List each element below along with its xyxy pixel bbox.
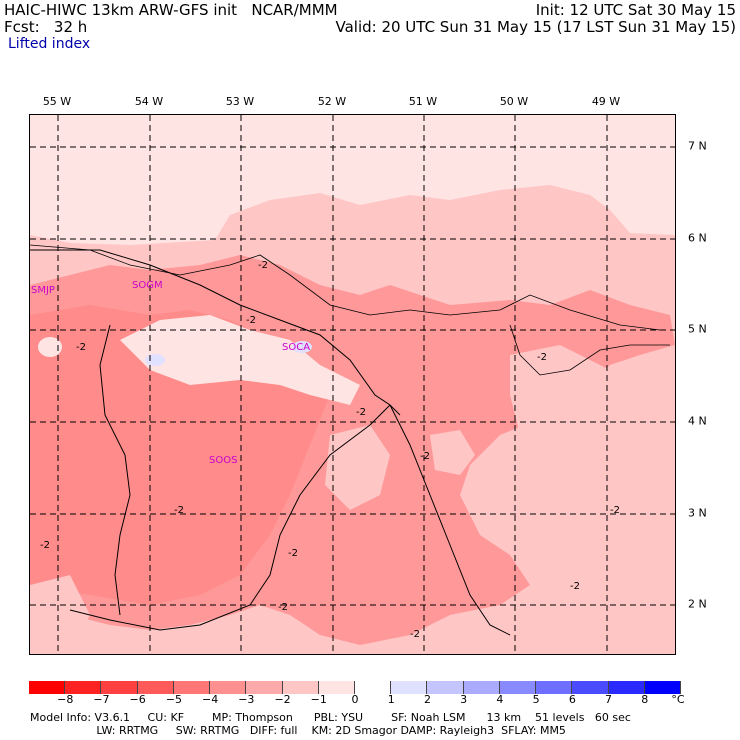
lon-label: 54 W	[134, 95, 164, 108]
colorbar-swatch	[427, 681, 464, 694]
lat-label: 3 N	[688, 506, 707, 520]
init-time: Init: 12 UTC Sat 30 May 15	[535, 1, 736, 19]
colorbar-swatch	[29, 681, 66, 694]
contour-label: -2	[278, 602, 288, 613]
lon-label: 53 W	[225, 95, 255, 108]
colorbar-swatch	[391, 681, 428, 694]
colorbar-label: 8	[641, 693, 649, 706]
lat-label: 7 N	[688, 139, 707, 153]
lon-label: 50 W	[499, 95, 529, 108]
shade-blue-2	[292, 341, 312, 353]
forecast-hour: Fcst: 32 h	[4, 18, 88, 36]
colorbar-swatch	[137, 681, 174, 694]
lat-label: 6 N	[688, 231, 707, 245]
station-soca: SOCA	[282, 342, 310, 353]
colorbar-unit: °C	[671, 693, 685, 706]
lat-label: 2 N	[688, 597, 707, 611]
contour-line	[29, 244, 661, 331]
contour-label: -2	[420, 451, 430, 462]
map-svg: SMJP SOGM SOCA SOOS -2 -2 -2 -2 -2 -2 -2…	[29, 115, 675, 654]
lon-label: 52 W	[317, 95, 347, 108]
contour-label: -2	[288, 548, 298, 559]
station-sogm: SOGM	[132, 280, 163, 291]
shade-light-west	[38, 337, 62, 357]
shade-se	[610, 595, 675, 654]
lon-label: 49 W	[591, 95, 621, 108]
colorbar-label: −4	[202, 693, 219, 706]
model-title: HAIC-HIWC 13km ARW-GFS init NCAR/MMM	[4, 1, 338, 19]
lat-label: 4 N	[688, 414, 707, 428]
contour-label: -2	[40, 540, 50, 551]
colorbar-swatch	[572, 681, 609, 694]
colorbar-label: −7	[93, 693, 110, 706]
contour-label: -2	[356, 407, 366, 418]
border-south	[69, 404, 391, 631]
colorbar-swatch	[608, 681, 645, 694]
colorbar-swatch	[463, 681, 500, 694]
colorbar-label: 5	[532, 693, 540, 706]
colorbar-label: 0	[351, 693, 359, 706]
colorbar-label: 3	[460, 693, 468, 706]
shade-central-2	[430, 430, 475, 475]
station-smjp: SMJP	[31, 285, 55, 296]
lon-label: 55 W	[42, 95, 72, 108]
footer-physics: LW: RRTMG SW: RRTMG DIFF: full KM: 2D Sm…	[30, 724, 566, 737]
contour-label: -2	[610, 505, 620, 516]
colorbar-label: 6	[568, 693, 576, 706]
colorbar-swatch	[354, 681, 392, 694]
colorbar-label: −1	[310, 693, 327, 706]
colorbar-swatch	[318, 681, 355, 694]
colorbar-label: −2	[274, 693, 291, 706]
lat-label: 5 N	[688, 322, 707, 336]
shade-east	[510, 345, 675, 535]
contour-label: -2	[246, 315, 256, 326]
valid-time: Valid: 20 UTC Sun 31 May 15 (17 LST Sun …	[335, 18, 736, 36]
colorbar-label: 1	[387, 693, 395, 706]
contour-label: -2	[537, 352, 547, 363]
colorbar-swatch	[101, 681, 138, 694]
colorbar-swatch	[210, 681, 247, 694]
station-soos: SOOS	[209, 455, 237, 466]
contour-label: -2	[174, 505, 184, 516]
colorbar-label: 2	[423, 693, 431, 706]
colorbar-swatch	[173, 681, 211, 694]
colorbar-label: −6	[129, 693, 146, 706]
contour-label: -2	[76, 342, 86, 353]
border-east	[389, 404, 511, 636]
contour-label: -2	[410, 629, 420, 640]
forecast-map: SMJP SOGM SOCA SOOS -2 -2 -2 -2 -2 -2 -2…	[29, 114, 676, 655]
colorbar-swatch	[536, 681, 573, 694]
colorbar-swatch	[246, 681, 283, 694]
field-name: Lifted index	[8, 36, 91, 52]
colorbar-label: −8	[57, 693, 74, 706]
shade-sw	[30, 575, 90, 654]
colorbar-label: −5	[165, 693, 182, 706]
colorbar-label: 7	[605, 693, 613, 706]
contour-label: -2	[258, 260, 268, 271]
colorbar	[29, 681, 681, 694]
colorbar-label: −3	[238, 693, 255, 706]
footer-model-info: Model Info: V3.6.1 CU: KF MP: Thompson P…	[30, 711, 631, 724]
graticule	[30, 115, 675, 654]
coastline	[30, 249, 401, 416]
contour-label: -2	[570, 581, 580, 592]
border-west	[99, 324, 131, 616]
shade-blue-1	[145, 354, 165, 366]
colorbar-label: 4	[496, 693, 504, 706]
contour-line-east	[509, 324, 670, 376]
colorbar-swatch	[65, 681, 102, 694]
lon-label: 51 W	[408, 95, 438, 108]
colorbar-swatch	[282, 681, 319, 694]
shade-light-blob	[120, 315, 360, 405]
colorbar-swatch	[644, 681, 681, 694]
colorbar-swatch	[499, 681, 537, 694]
